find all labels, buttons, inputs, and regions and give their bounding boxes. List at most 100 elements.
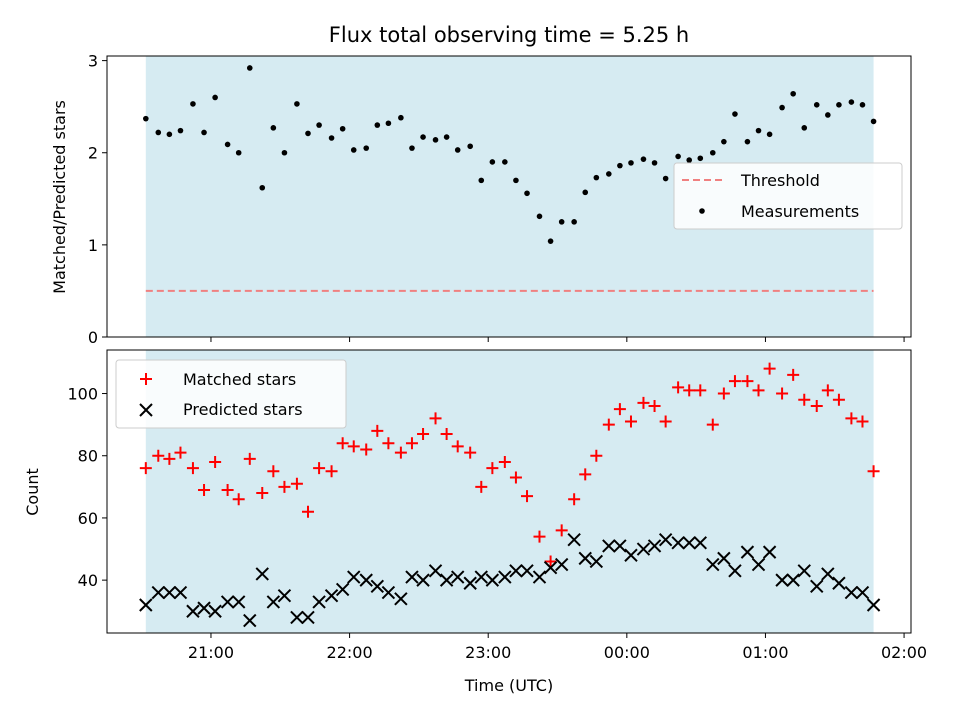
matched-star-marker xyxy=(256,487,269,500)
measurement-point xyxy=(870,118,877,125)
measurement-point xyxy=(582,189,589,196)
matched-star-marker xyxy=(624,415,637,428)
measurement-point xyxy=(721,138,727,145)
predicted-star-marker xyxy=(347,570,361,584)
x-tick-label: 23:00 xyxy=(465,643,511,662)
predicted-star-marker xyxy=(151,585,165,600)
measurement-point xyxy=(350,147,357,153)
matched-star-marker xyxy=(475,480,488,493)
measurement-point xyxy=(374,122,381,128)
predicted-star-marker xyxy=(613,539,627,553)
measurement-point xyxy=(281,149,288,156)
measurement-point xyxy=(143,115,149,122)
matched-star-marker xyxy=(728,375,741,388)
matched-star-marker xyxy=(717,387,730,400)
measurement-point xyxy=(825,112,831,118)
matched-star-marker xyxy=(382,437,395,450)
measurement-point xyxy=(409,145,415,151)
matched-star-marker xyxy=(290,477,303,490)
predicted-star-marker xyxy=(832,576,846,590)
matched-star-marker xyxy=(302,505,314,518)
predicted-star-marker xyxy=(498,570,512,584)
matched-star-marker xyxy=(602,418,615,431)
predicted-star-marker xyxy=(682,536,696,550)
y-tick-label: 1 xyxy=(88,236,98,255)
measurement-point xyxy=(790,90,796,97)
matched-star-marker xyxy=(590,449,603,462)
measurement-point xyxy=(779,104,785,111)
bottom-panel: 21:00 22:00 23:00 00:00 01:00 02:00 40 60 80 100 M… xyxy=(67,349,927,662)
matched-star-marker xyxy=(568,493,581,506)
x-tick-label: 02:00 xyxy=(881,643,927,662)
bottom-legend: Matched stars Predicted stars xyxy=(115,359,347,429)
predicted-star-marker xyxy=(428,564,443,578)
predicted-star-marker xyxy=(810,579,824,594)
predicted-star-marker xyxy=(416,573,430,587)
predicted-star-marker xyxy=(775,573,789,587)
top-y-axis-label: Matched/Predicted stars xyxy=(50,100,69,294)
measurement-point xyxy=(755,127,762,134)
measurement-point xyxy=(201,129,207,136)
y-tick-label: 3 xyxy=(88,52,98,71)
matched-star-marker xyxy=(706,418,719,431)
matched-star-marker xyxy=(451,440,464,453)
measurement-point xyxy=(212,94,218,101)
measurement-point xyxy=(443,134,450,140)
matched-star-marker xyxy=(845,412,858,425)
measurement-point xyxy=(478,177,485,184)
measurement-point xyxy=(467,143,473,150)
matched-star-marker xyxy=(232,493,245,506)
matched-star-marker xyxy=(198,483,211,496)
legend-measurements-swatch xyxy=(699,208,705,214)
measurement-point xyxy=(675,153,681,160)
measurement-point xyxy=(294,101,300,107)
measurement-point xyxy=(593,174,600,181)
measurement-point xyxy=(859,102,866,108)
predicted-star-marker xyxy=(139,598,153,612)
legend-matched-swatch xyxy=(140,373,152,385)
matched-star-marker xyxy=(486,462,499,475)
predicted-star-marker xyxy=(312,595,326,609)
predicted-star-marker xyxy=(220,595,235,609)
measurement-point xyxy=(270,125,277,131)
measurement-point xyxy=(432,137,439,143)
x-tick-label: 21:00 xyxy=(188,643,234,662)
predicted-star-marker xyxy=(602,539,616,553)
measurement-point xyxy=(744,138,751,145)
axes-frame xyxy=(106,55,912,338)
predicted-star-marker xyxy=(359,573,373,587)
predicted-star-marker xyxy=(173,585,188,600)
predicted-star-marker xyxy=(797,564,811,578)
measurement-point xyxy=(513,177,519,184)
predicted-star-marker xyxy=(567,532,581,547)
matched-star-marker xyxy=(648,399,661,412)
predicted-star-marker xyxy=(844,585,859,600)
legend-measurements-label: Measurements xyxy=(741,202,859,221)
y-tick-label: 2 xyxy=(88,144,98,163)
predicted-star-marker xyxy=(266,595,281,609)
matched-star-marker xyxy=(637,396,650,409)
matched-star-marker xyxy=(417,427,430,440)
measurement-point xyxy=(259,184,266,191)
matched-star-marker xyxy=(798,393,811,406)
measurement-point xyxy=(662,175,669,182)
predicted-star-marker xyxy=(231,595,246,609)
matched-star-marker xyxy=(325,465,338,478)
measurement-point xyxy=(489,159,496,165)
measurement-point xyxy=(558,219,565,225)
matched-star-marker xyxy=(659,415,672,428)
predicted-star-marker xyxy=(197,601,211,615)
matched-star-marker xyxy=(347,440,360,453)
bottom-y-axis-label: Count xyxy=(23,468,42,516)
predicted-star-marker xyxy=(520,564,534,578)
measurement-point xyxy=(836,102,842,108)
predicted-star-marker xyxy=(740,545,755,559)
predicted-star-marker xyxy=(693,536,708,550)
measurement-point xyxy=(363,145,370,151)
axes-frame xyxy=(106,349,912,634)
predicted-star-marker xyxy=(370,579,385,594)
predicted-star-marker xyxy=(671,536,685,550)
matched-star-marker xyxy=(163,452,176,465)
measurement-point xyxy=(524,190,530,197)
